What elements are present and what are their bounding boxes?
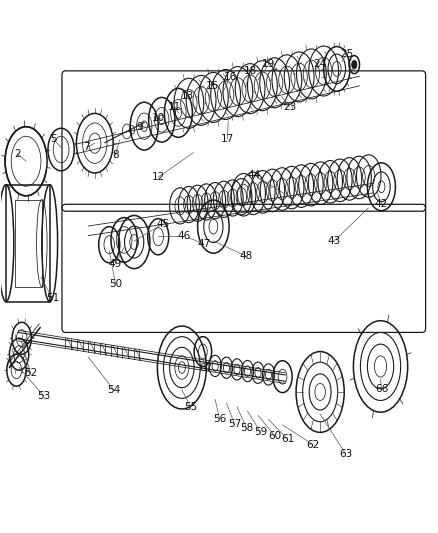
Text: 24: 24 [313,60,326,69]
Text: 50: 50 [109,279,122,288]
Text: 44: 44 [247,170,261,180]
Text: 23: 23 [282,102,296,112]
Text: 66: 66 [374,384,387,394]
Text: 8: 8 [112,150,118,160]
Text: 7: 7 [83,142,90,152]
Text: 67: 67 [198,362,212,373]
Text: 42: 42 [374,199,387,209]
Bar [14,199,42,287]
Text: 13: 13 [180,91,193,101]
Text: 45: 45 [155,219,169,229]
Text: 25: 25 [339,49,352,59]
Text: 62: 62 [306,440,319,450]
Text: 2: 2 [14,149,21,159]
Text: 58: 58 [240,423,253,433]
Bar [6,184,49,302]
Text: 56: 56 [212,414,226,424]
Text: 59: 59 [254,427,267,438]
Text: 5: 5 [50,134,57,144]
Text: 60: 60 [268,431,281,441]
Text: 57: 57 [227,419,240,429]
Text: 43: 43 [327,236,340,246]
Text: 52: 52 [24,368,37,378]
Text: 63: 63 [338,449,351,458]
Text: 9: 9 [136,122,143,132]
Text: 46: 46 [177,231,191,241]
Text: 47: 47 [197,239,210,249]
Text: 19: 19 [261,60,275,69]
Text: 12: 12 [151,172,165,182]
Text: 49: 49 [109,259,122,269]
Text: 18: 18 [243,66,256,76]
Ellipse shape [351,60,356,69]
Text: 53: 53 [37,391,50,401]
Text: 10: 10 [151,112,164,123]
Text: 51: 51 [46,293,59,303]
Text: 17: 17 [220,134,233,144]
Text: 54: 54 [107,385,120,395]
Text: 48: 48 [239,251,252,261]
Text: 11: 11 [168,102,181,112]
Text: 55: 55 [184,402,197,412]
Text: 61: 61 [280,434,294,445]
Text: 15: 15 [205,81,218,91]
Text: 16: 16 [223,72,237,82]
